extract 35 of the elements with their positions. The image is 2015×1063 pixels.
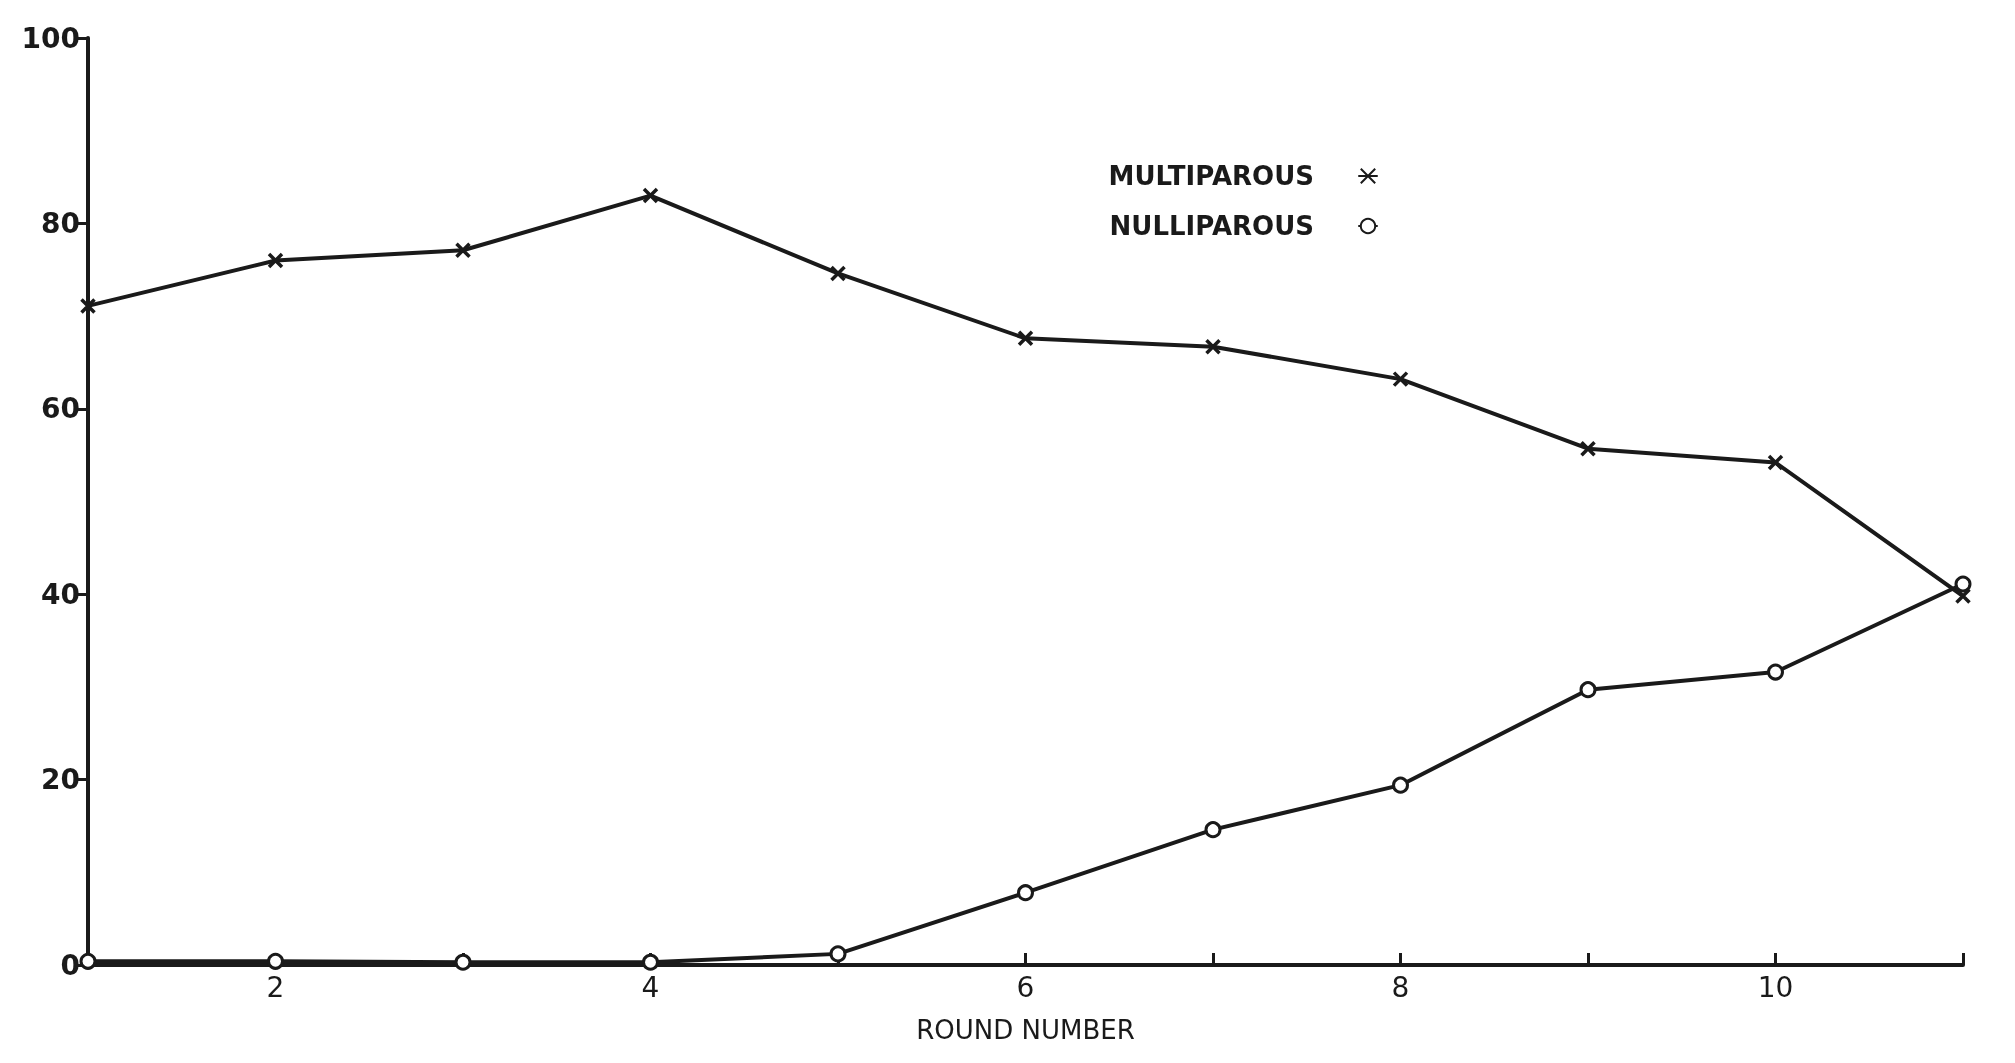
x-tick-label: 2 <box>266 970 285 1004</box>
y-tick-label: 20 <box>41 763 80 797</box>
point <box>1767 663 1784 681</box>
point <box>1392 776 1409 794</box>
x-tick-label: 10 <box>1757 970 1794 1004</box>
point <box>642 953 659 971</box>
legend-label: MULTIPAROUS <box>1108 161 1314 191</box>
point <box>1767 454 1784 471</box>
point <box>454 242 472 259</box>
point <box>1204 821 1222 839</box>
y-tick-label: 100 <box>21 21 80 55</box>
point <box>1017 884 1034 902</box>
point <box>829 265 847 282</box>
point <box>829 945 847 963</box>
y-tick-label: 0 <box>60 948 80 982</box>
point <box>1017 330 1034 347</box>
point <box>1579 440 1597 457</box>
x-tick-label: 4 <box>641 970 660 1004</box>
point <box>267 252 284 269</box>
y-tick-label: 60 <box>41 392 80 426</box>
x-axis-title: ROUND NUMBER <box>916 1015 1135 1045</box>
y-tick-label: 40 <box>41 577 80 611</box>
legend-label: NULLIPAROUS <box>1109 211 1314 241</box>
point <box>1204 338 1222 355</box>
point <box>642 187 659 204</box>
point <box>1579 681 1597 699</box>
x-tick-label: 8 <box>1391 970 1410 1004</box>
point <box>1954 587 1972 605</box>
x-tick-label: 6 <box>1016 970 1035 1004</box>
point <box>1392 370 1409 388</box>
point <box>267 952 284 970</box>
y-tick-label: 80 <box>41 206 80 240</box>
point <box>454 953 472 971</box>
point <box>79 297 97 315</box>
point <box>1954 575 1972 593</box>
